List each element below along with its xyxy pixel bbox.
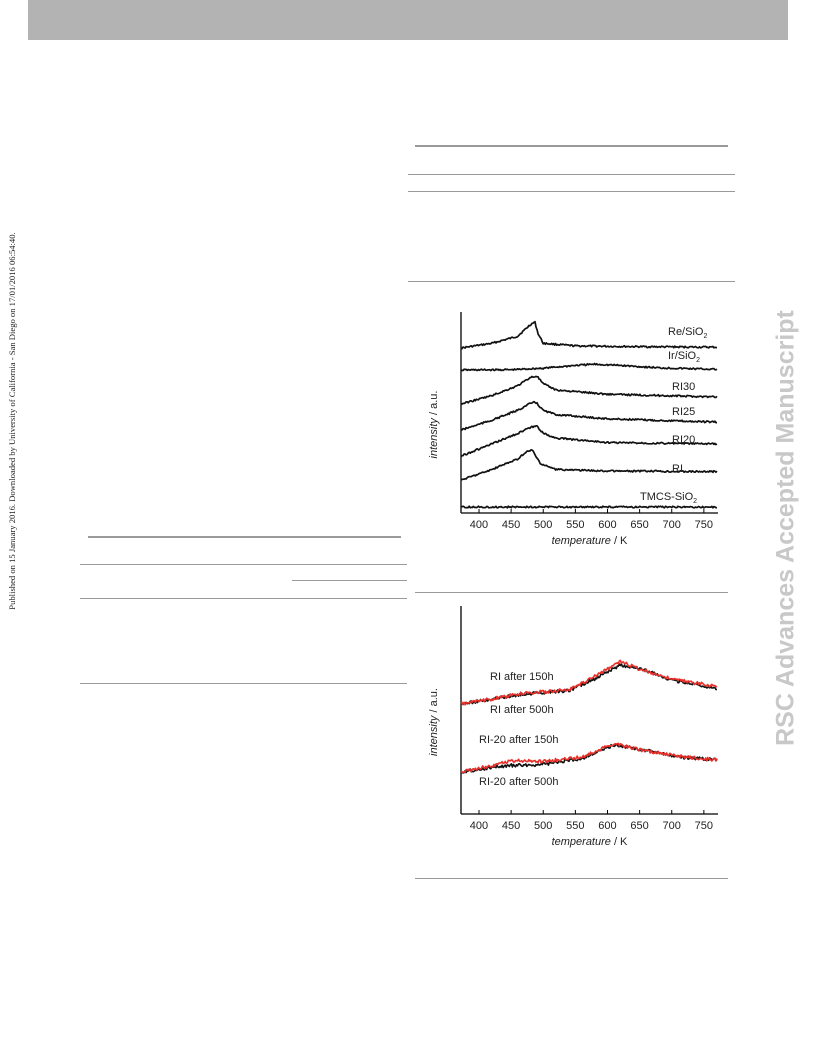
figure-2-bottom-rule: [415, 878, 728, 879]
chart2-x-tick-label: 600: [598, 820, 616, 832]
figure-tpd-catalysts: 400 450 500 550 600 650 700 750 temperature / K i…: [420, 306, 726, 552]
tpd-aged-chart: 400 450 500 550 600 650 700 750 temperature / K i…: [428, 606, 718, 848]
chart1-series-re-sio2: [460, 320, 718, 350]
chart1-series-label: Ir/SiO2: [668, 350, 700, 364]
left-table-bottom-rule: [80, 683, 407, 684]
chart2-x-tick-label: 700: [663, 820, 681, 832]
chart2-x-tick-label: 650: [630, 820, 648, 832]
chart2-x-axis-label: temperature / K: [552, 836, 628, 848]
journal-header-bar: [28, 0, 788, 40]
chart1-series-tmcs-sio2: [460, 505, 717, 509]
chart2-x-tick-label: 550: [566, 820, 584, 832]
chart1-x-tick-label: 700: [663, 519, 681, 531]
chart1-y-axis-label: intensity / a.u.: [428, 391, 440, 459]
side-note-text: Published on 15 January 2016. Downloaded…: [7, 232, 17, 610]
chart2-series-label: RI after 150h: [490, 671, 554, 683]
accepted-manuscript-watermark: RSC Advances Accepted Manuscript: [766, 258, 806, 798]
chart2-series-label: RI-20 after 500h: [479, 776, 559, 788]
chart1-x-tick-label: 650: [630, 519, 648, 531]
chart1-x-tick-label: 550: [566, 519, 584, 531]
chart1-series-ri20: [460, 424, 718, 458]
chart2-y-axis-label: intensity / a.u.: [428, 688, 440, 756]
watermark-text: RSC Advances Accepted Manuscript: [771, 310, 800, 746]
chart1-x-tick-label: 750: [695, 519, 713, 531]
chart2-x-tick-label: 400: [470, 820, 488, 832]
table-body-rule: [408, 191, 735, 192]
left-table-subheader-rule: [292, 580, 407, 581]
chart1-x-tick-label: 450: [502, 519, 520, 531]
figure-1-bottom-rule: [415, 592, 728, 593]
tpd-chart: 400 450 500 550 600 650 700 750 temperature / K i…: [428, 312, 718, 547]
chart1-series-label: TMCS-SiO2: [640, 491, 697, 505]
publication-side-note: Published on 15 January 2016. Downloaded…: [2, 186, 22, 656]
chart2-series-label: RI-20 after 150h: [479, 734, 559, 746]
chart1-x-tick-label: 600: [598, 519, 616, 531]
chart1-x-axis-label: temperature / K: [552, 535, 628, 547]
chart1-series-ir-sio2: [460, 362, 718, 372]
chart1-series-label: RI25: [672, 406, 695, 418]
chart2-x-tick-label: 450: [502, 820, 520, 832]
chart1-x-tick-label: 500: [534, 519, 552, 531]
chart1-series-label: Re/SiO2: [668, 326, 707, 340]
chart1-series-ri25: [460, 400, 717, 432]
chart1-series-label: RI: [672, 463, 683, 475]
chart1-series-ri30: [460, 375, 718, 405]
figure-tpd-aged: 400 450 500 550 600 650 700 750 temperature / K i…: [420, 602, 726, 848]
chart1-x-tick-label: 400: [470, 519, 488, 531]
table-top-rule: [415, 145, 728, 147]
chart2-series-ri-after-500h: [460, 662, 718, 706]
chart2-series-label: RI after 500h: [490, 704, 554, 716]
chart2-series-ri-after-150h: [460, 659, 718, 706]
table-bottom-rule: [408, 281, 735, 282]
chart1-series-ri: [460, 449, 718, 481]
left-table-body-rule: [80, 598, 407, 599]
chart2-series-ri-20-after-500h: [460, 743, 718, 774]
chart2-x-tick-label: 500: [534, 820, 552, 832]
left-table-top-rule: [88, 536, 401, 538]
chart2-x-tick-label: 750: [695, 820, 713, 832]
chart1-series-label: RI20: [672, 434, 695, 446]
chart2-series-ri-20-after-150h: [460, 742, 718, 774]
table-header-rule: [408, 174, 735, 175]
left-table-header-rule: [80, 564, 407, 565]
chart1-series-label: RI30: [672, 381, 695, 393]
